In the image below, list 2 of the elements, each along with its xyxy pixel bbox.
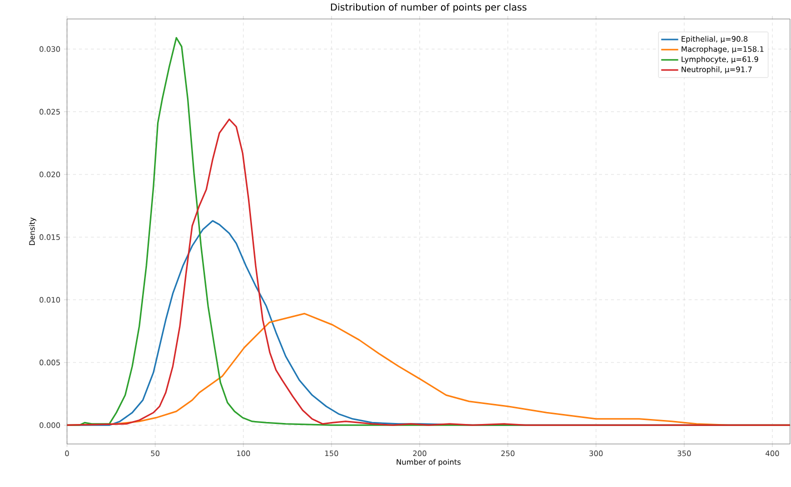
chart-title: Distribution of number of points per class	[331, 3, 526, 12]
line-series	[67, 118, 790, 426]
